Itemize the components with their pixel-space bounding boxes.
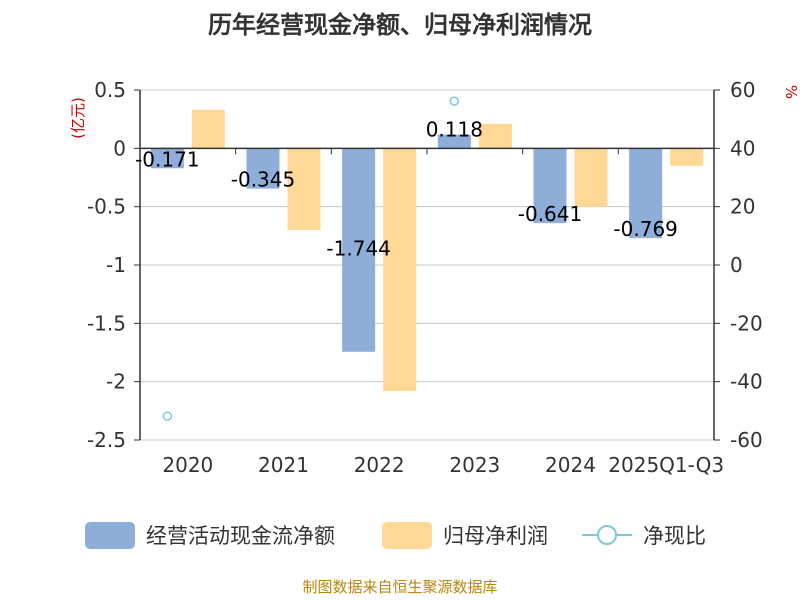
data-labels: -0.171 -0.345 -1.744 0.118 -0.641 -0.769: [135, 118, 678, 261]
bar-cashflow: [629, 148, 663, 239]
left-axis-unit: (亿元): [69, 97, 87, 139]
left-tick-label: -1.5: [87, 311, 126, 335]
bar-value-label: -0.171: [135, 147, 199, 171]
bar-cashflow: [437, 134, 471, 149]
bar-profit: [478, 123, 512, 149]
left-tick-label: -0.5: [87, 195, 126, 219]
right-tick-label: -60: [730, 428, 763, 452]
x-tick-label: 2022: [354, 453, 405, 477]
x-tick-label: 2024: [545, 453, 596, 477]
left-tick-label: -1: [106, 253, 126, 277]
bar-series: [150, 109, 704, 391]
bar-profit: [191, 109, 225, 149]
x-tick-label: 2023: [449, 453, 500, 477]
left-tick-label: -2: [106, 370, 126, 394]
x-tick-label: 2020: [162, 453, 213, 477]
right-axis-unit: %: [782, 85, 800, 99]
legend-swatch-cashflow: [85, 522, 135, 549]
right-axis-ticks: 60 40 20 0 -20 -40 -60: [714, 78, 763, 452]
bar-profit: [670, 148, 704, 166]
bar-profit: [287, 148, 321, 230]
right-tick-label: 60: [730, 78, 755, 102]
legend: 经营活动现金流净额 归母净利润 净现比: [85, 522, 706, 549]
legend-marker-ratio: [597, 525, 617, 545]
right-tick-label: -20: [730, 311, 763, 335]
right-tick-label: 40: [730, 136, 755, 160]
source-note: 制图数据来自恒生聚源数据库: [302, 578, 497, 596]
legend-label-cashflow: 经营活动现金流净额: [146, 524, 335, 548]
bar-profit: [383, 148, 417, 391]
bar-value-label: 0.118: [426, 118, 483, 142]
bar-cashflow: [150, 148, 184, 169]
left-axis-ticks: 0.5 0 -0.5 -1 -1.5 -2 -2.5: [87, 78, 140, 452]
ratio-point: [449, 96, 460, 106]
bar-value-label: -0.641: [518, 202, 582, 226]
x-axis-ticks: 2020 2021 2022 2023 2024 2025Q1-Q3: [162, 453, 724, 477]
bar-value-label: -1.744: [326, 236, 390, 260]
legend-swatch-profit: [382, 522, 432, 549]
x-tick-label: 2025Q1-Q3: [608, 453, 724, 477]
bar-value-label: -0.769: [613, 217, 677, 241]
bar-profit: [574, 148, 608, 207]
bar-cashflow: [246, 148, 280, 189]
axis-lines: [139, 90, 715, 440]
ratio-point: [162, 411, 173, 421]
bar-cashflow: [342, 148, 376, 352]
bar-cashflow: [533, 148, 567, 224]
chart-title: 历年经营现金净额、归母净利润情况: [208, 11, 592, 39]
right-tick-label: -40: [730, 370, 763, 394]
left-tick-label: 0.5: [94, 78, 126, 102]
legend-label-profit: 归母净利润: [443, 524, 548, 548]
ratio-points: [162, 96, 460, 421]
left-tick-label: -2.5: [87, 428, 126, 452]
left-tick-label: 0: [113, 136, 126, 160]
grid-lines: [140, 89, 714, 441]
bar-value-label: -0.345: [231, 168, 295, 192]
legend-label-ratio: 净现比: [643, 524, 706, 548]
right-tick-label: 20: [730, 195, 755, 219]
x-tick-label: 2021: [258, 453, 309, 477]
right-tick-label: 0: [730, 253, 743, 277]
